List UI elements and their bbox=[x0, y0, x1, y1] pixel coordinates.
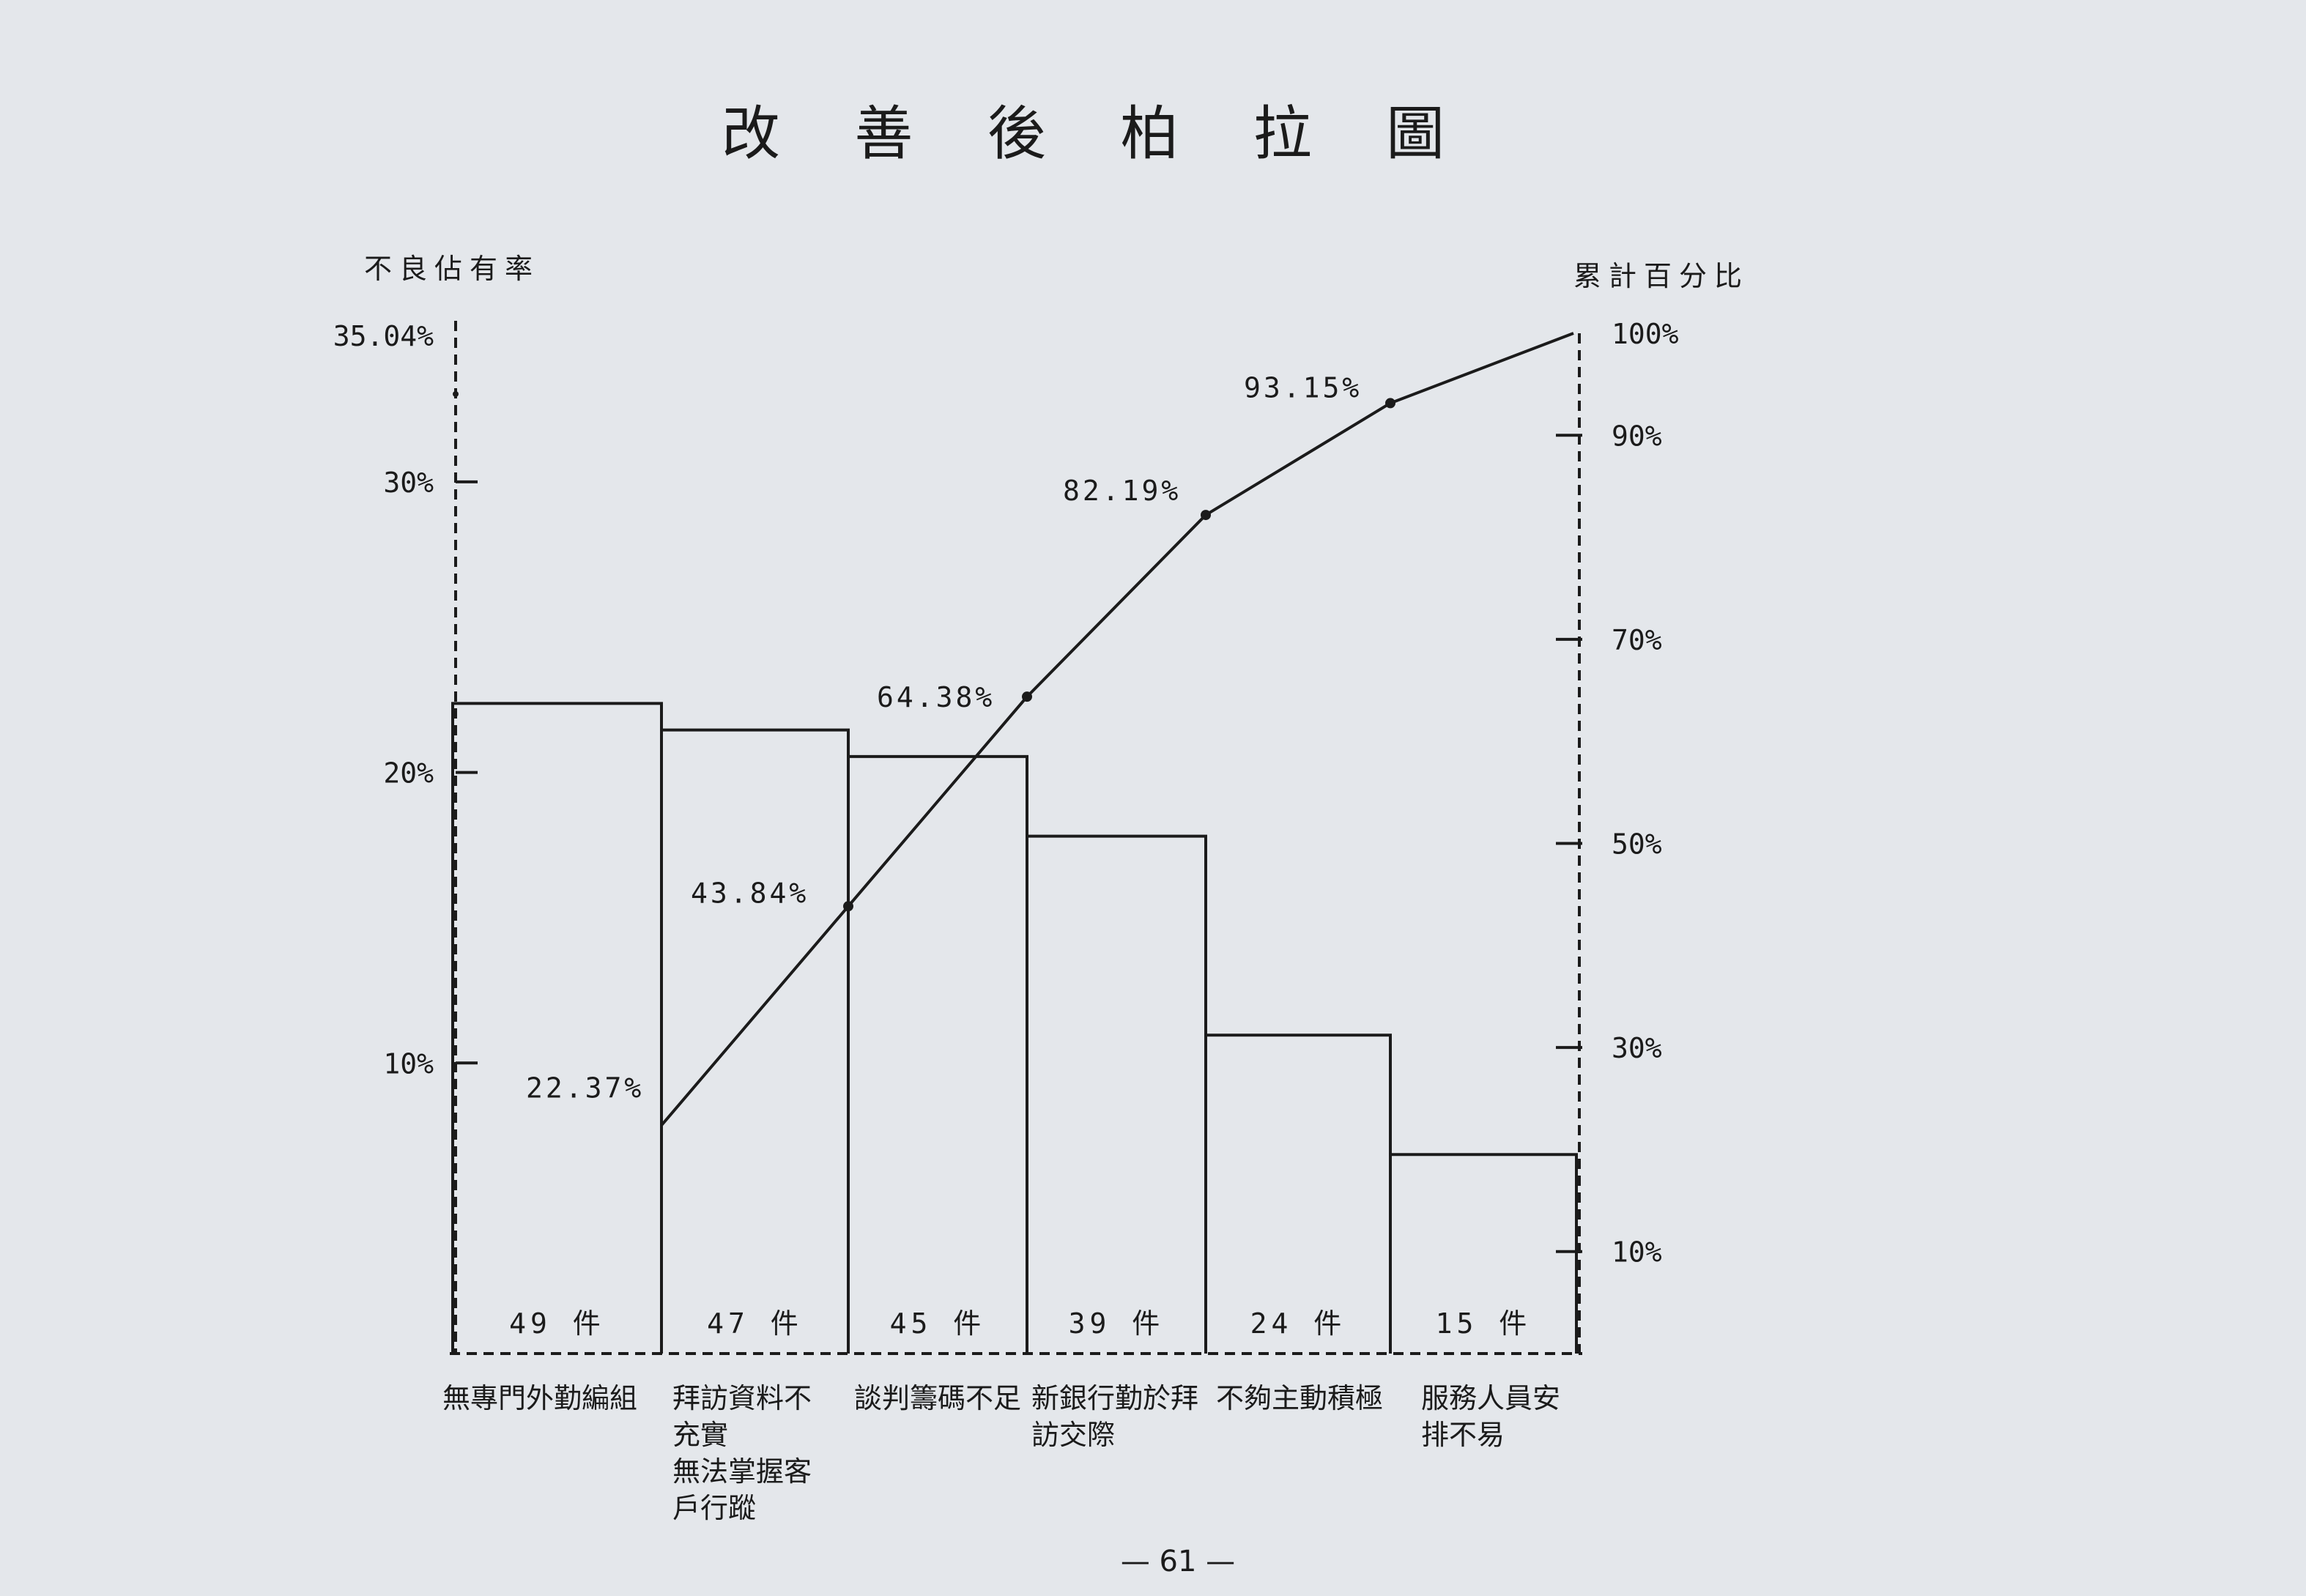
cumulative-point bbox=[1385, 398, 1395, 409]
bar-value-label: 39 件 bbox=[1069, 1307, 1165, 1340]
category-label-line: 談判籌碼不足 bbox=[854, 1382, 1021, 1414]
cumulative-point bbox=[843, 901, 853, 912]
category-label-line: 排不易 bbox=[1421, 1419, 1505, 1451]
category-label-line: 不夠主動積極 bbox=[1216, 1382, 1383, 1414]
cumulative-point bbox=[1022, 691, 1032, 702]
right-tick-label: 30% bbox=[1612, 1032, 1662, 1064]
bar bbox=[660, 728, 850, 1354]
category-label-line: 服務人員安 bbox=[1421, 1382, 1560, 1414]
bars bbox=[451, 702, 1578, 1354]
category-label-line: 充實 bbox=[672, 1419, 728, 1451]
category-label-line: 新銀行勤於拜 bbox=[1031, 1382, 1198, 1414]
category-label: 服務人員安排不易 bbox=[1421, 1382, 1560, 1451]
left-tick-label: 35.04% bbox=[333, 320, 434, 352]
page-number: — 61 — bbox=[1121, 1545, 1235, 1578]
bar-value-label: 47 件 bbox=[707, 1307, 803, 1340]
bar bbox=[1204, 1033, 1392, 1354]
category-label: 拜訪資料不充實無法掌握客戶行蹤 bbox=[672, 1382, 812, 1524]
category-label-line: 無法掌握客 bbox=[672, 1455, 812, 1488]
left-tick-label: 10% bbox=[383, 1047, 434, 1080]
cumulative-value-label: 43.84% bbox=[691, 877, 809, 909]
cumulative-value-label: 22.37% bbox=[526, 1072, 644, 1104]
cumulative-value-label: 93.15% bbox=[1244, 371, 1362, 404]
cumulative-value-label: 64.38% bbox=[877, 681, 995, 713]
category-label: 不夠主動積極 bbox=[1216, 1382, 1383, 1414]
left-axis-title: 不良佔有率 bbox=[364, 253, 540, 285]
right-tick-label: 90% bbox=[1612, 420, 1662, 452]
bar-value-label: 15 件 bbox=[1436, 1307, 1532, 1340]
labels: 49 件 47 件 45 件 39 件 24 件 15 件 22.37% 43.84% 64.3… bbox=[442, 371, 1560, 1524]
chart-title: 改 善 後 柏 拉 圖 bbox=[722, 100, 1472, 168]
right-tick-label: 50% bbox=[1612, 828, 1662, 861]
bar bbox=[847, 754, 1028, 1354]
right-axis-title: 累計百分比 bbox=[1573, 260, 1749, 292]
right-tick-label: 10% bbox=[1612, 1236, 1662, 1269]
cumulative-value-label: 82.19% bbox=[1063, 475, 1181, 507]
bar bbox=[451, 702, 663, 1354]
cumulative-polyline bbox=[660, 332, 1574, 1127]
left-axis-max-dot bbox=[453, 391, 459, 397]
bar bbox=[1389, 1153, 1578, 1354]
category-label-line: 訪交際 bbox=[1031, 1419, 1115, 1451]
bar-value-label: 24 件 bbox=[1250, 1307, 1346, 1340]
left-tick-label: 20% bbox=[383, 757, 434, 790]
left-tick-label: 30% bbox=[383, 467, 434, 499]
axes: 不良佔有率 累計百分比 10% 20% 30% 35.04% 10% 30% 50% 70% 90%… bbox=[333, 253, 1749, 1355]
category-label-line: 拜訪資料不 bbox=[672, 1382, 812, 1414]
bar bbox=[1026, 834, 1207, 1354]
bar-value-label: 45 件 bbox=[890, 1307, 986, 1340]
right-tick-label: 70% bbox=[1612, 624, 1662, 656]
cumulative-point bbox=[1201, 510, 1211, 521]
category-label-line: 無專門外勤編組 bbox=[442, 1382, 637, 1414]
right-tick-label: 100% bbox=[1612, 318, 1679, 350]
category-label: 談判籌碼不足 bbox=[854, 1382, 1021, 1414]
category-label: 無專門外勤編組 bbox=[442, 1382, 637, 1414]
category-label-line: 戶行蹤 bbox=[672, 1492, 756, 1524]
bar-value-label: 49 件 bbox=[509, 1307, 605, 1340]
category-label: 新銀行勤於拜訪交際 bbox=[1031, 1382, 1198, 1451]
cumulative-line bbox=[660, 332, 1574, 1127]
